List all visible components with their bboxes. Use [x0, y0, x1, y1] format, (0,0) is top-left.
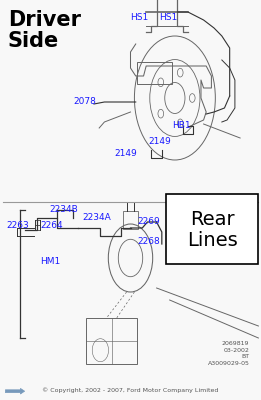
Bar [166, 194, 258, 264]
Text: 2149: 2149 [115, 150, 138, 158]
Text: 2268: 2268 [137, 238, 160, 246]
Bar [123, 211, 138, 229]
Text: 2149: 2149 [149, 138, 171, 146]
Bar [86, 318, 137, 364]
Text: HB1: HB1 [172, 122, 191, 130]
Text: Driver
Side: Driver Side [8, 10, 81, 51]
Bar [137, 62, 172, 84]
Text: 2263: 2263 [7, 222, 29, 230]
Text: HS1: HS1 [159, 14, 177, 22]
Text: 2069819
03-2002
BT
A3009029-05: 2069819 03-2002 BT A3009029-05 [207, 341, 249, 366]
Text: 2269: 2269 [137, 218, 160, 226]
Text: © Copyright, 2002 - 2007, Ford Motor Company Limited: © Copyright, 2002 - 2007, Ford Motor Com… [42, 387, 219, 393]
Text: Rear
Lines: Rear Lines [187, 210, 238, 250]
Text: 2234A: 2234A [82, 214, 111, 222]
Text: HS1: HS1 [130, 14, 149, 22]
Text: 2078: 2078 [73, 98, 96, 106]
Text: HM1: HM1 [40, 258, 61, 266]
Text: 2264: 2264 [40, 222, 63, 230]
Text: 2234B: 2234B [50, 206, 78, 214]
